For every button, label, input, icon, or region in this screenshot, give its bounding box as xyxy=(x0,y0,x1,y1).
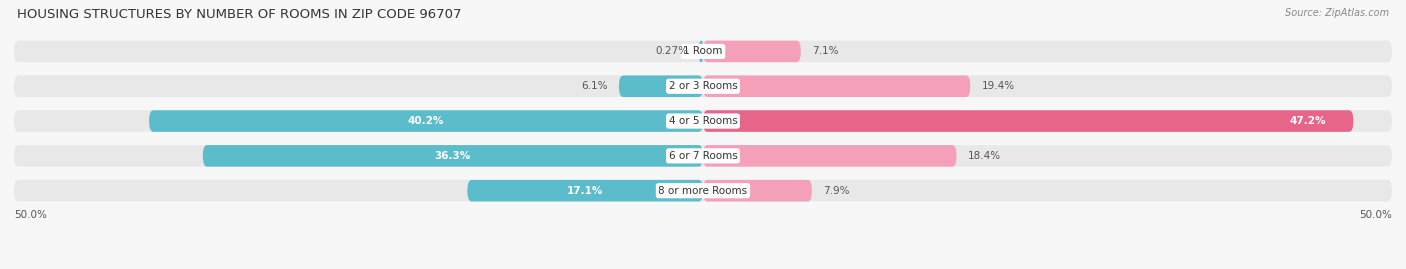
FancyBboxPatch shape xyxy=(149,110,703,132)
Text: HOUSING STRUCTURES BY NUMBER OF ROOMS IN ZIP CODE 96707: HOUSING STRUCTURES BY NUMBER OF ROOMS IN… xyxy=(17,8,461,21)
Text: 47.2%: 47.2% xyxy=(1289,116,1326,126)
FancyBboxPatch shape xyxy=(703,41,801,62)
Text: 7.1%: 7.1% xyxy=(811,47,838,56)
Text: 17.1%: 17.1% xyxy=(567,186,603,196)
FancyBboxPatch shape xyxy=(699,41,703,62)
FancyBboxPatch shape xyxy=(14,145,1392,167)
Text: 1 Room: 1 Room xyxy=(683,47,723,56)
Text: 50.0%: 50.0% xyxy=(1360,210,1392,220)
Text: 4 or 5 Rooms: 4 or 5 Rooms xyxy=(669,116,737,126)
FancyBboxPatch shape xyxy=(703,145,956,167)
Text: 2 or 3 Rooms: 2 or 3 Rooms xyxy=(669,81,737,91)
Text: 19.4%: 19.4% xyxy=(981,81,1015,91)
FancyBboxPatch shape xyxy=(619,75,703,97)
FancyBboxPatch shape xyxy=(14,75,1392,97)
Text: 50.0%: 50.0% xyxy=(14,210,46,220)
FancyBboxPatch shape xyxy=(703,110,1354,132)
Text: Source: ZipAtlas.com: Source: ZipAtlas.com xyxy=(1285,8,1389,18)
Text: 40.2%: 40.2% xyxy=(408,116,444,126)
FancyBboxPatch shape xyxy=(14,41,1392,62)
Text: 6.1%: 6.1% xyxy=(582,81,607,91)
FancyBboxPatch shape xyxy=(703,180,811,201)
FancyBboxPatch shape xyxy=(202,145,703,167)
Text: 6 or 7 Rooms: 6 or 7 Rooms xyxy=(669,151,737,161)
Text: 18.4%: 18.4% xyxy=(967,151,1001,161)
Text: 36.3%: 36.3% xyxy=(434,151,471,161)
FancyBboxPatch shape xyxy=(14,110,1392,132)
Text: 7.9%: 7.9% xyxy=(823,186,849,196)
FancyBboxPatch shape xyxy=(14,180,1392,201)
Text: 0.27%: 0.27% xyxy=(655,47,689,56)
FancyBboxPatch shape xyxy=(467,180,703,201)
Text: 8 or more Rooms: 8 or more Rooms xyxy=(658,186,748,196)
FancyBboxPatch shape xyxy=(703,75,970,97)
